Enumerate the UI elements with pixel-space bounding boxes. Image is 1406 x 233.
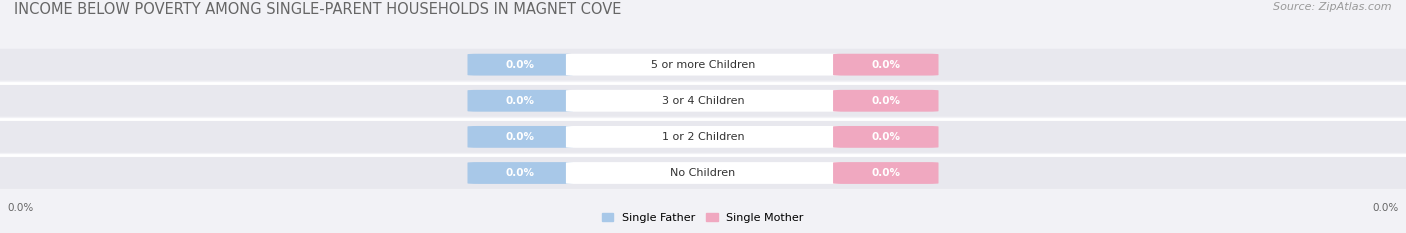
FancyBboxPatch shape xyxy=(467,126,574,148)
FancyBboxPatch shape xyxy=(832,54,939,75)
FancyBboxPatch shape xyxy=(565,90,841,112)
Text: 3 or 4 Children: 3 or 4 Children xyxy=(662,96,744,106)
FancyBboxPatch shape xyxy=(565,54,841,75)
Text: 0.0%: 0.0% xyxy=(872,132,900,142)
FancyBboxPatch shape xyxy=(832,90,939,112)
Legend: Single Father, Single Mother: Single Father, Single Mother xyxy=(598,209,808,227)
FancyBboxPatch shape xyxy=(0,157,1406,189)
Text: 1 or 2 Children: 1 or 2 Children xyxy=(662,132,744,142)
Text: 0.0%: 0.0% xyxy=(7,203,34,213)
Text: No Children: No Children xyxy=(671,168,735,178)
Text: 0.0%: 0.0% xyxy=(506,168,534,178)
Text: 0.0%: 0.0% xyxy=(506,96,534,106)
Text: 0.0%: 0.0% xyxy=(872,96,900,106)
FancyBboxPatch shape xyxy=(565,126,841,148)
FancyBboxPatch shape xyxy=(0,121,1406,153)
FancyBboxPatch shape xyxy=(467,90,574,112)
FancyBboxPatch shape xyxy=(565,162,841,184)
Text: 0.0%: 0.0% xyxy=(872,60,900,70)
Text: 0.0%: 0.0% xyxy=(506,132,534,142)
FancyBboxPatch shape xyxy=(467,54,574,75)
FancyBboxPatch shape xyxy=(0,85,1406,117)
FancyBboxPatch shape xyxy=(832,126,939,148)
Text: 0.0%: 0.0% xyxy=(506,60,534,70)
Text: 0.0%: 0.0% xyxy=(872,168,900,178)
Text: Source: ZipAtlas.com: Source: ZipAtlas.com xyxy=(1274,2,1392,12)
Text: 5 or more Children: 5 or more Children xyxy=(651,60,755,70)
Text: INCOME BELOW POVERTY AMONG SINGLE-PARENT HOUSEHOLDS IN MAGNET COVE: INCOME BELOW POVERTY AMONG SINGLE-PARENT… xyxy=(14,2,621,17)
Text: 0.0%: 0.0% xyxy=(1372,203,1399,213)
FancyBboxPatch shape xyxy=(0,49,1406,81)
FancyBboxPatch shape xyxy=(467,162,574,184)
FancyBboxPatch shape xyxy=(832,162,939,184)
